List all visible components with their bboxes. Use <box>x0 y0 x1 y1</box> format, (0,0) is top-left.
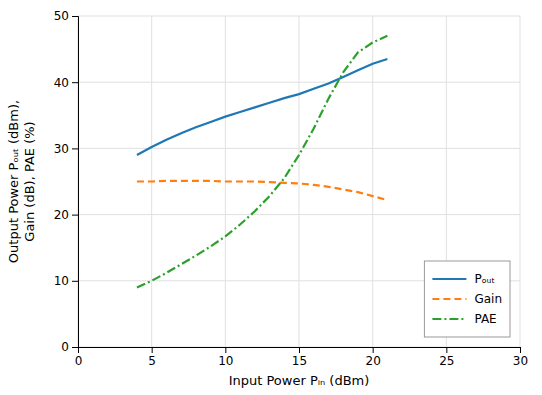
x-tick-mark <box>446 347 447 353</box>
x-tick: 15 <box>292 347 307 368</box>
y-tick-mark <box>72 281 78 282</box>
series-line <box>137 59 387 155</box>
y-tick-label: 10 <box>54 274 69 288</box>
y-tick-label: 40 <box>54 76 69 90</box>
y-tick-label: 0 <box>61 340 69 354</box>
y-axis: 0 10 20 30 40 50 <box>54 9 79 354</box>
x-tick-label: 5 <box>148 354 156 368</box>
y-axis-line <box>72 17 79 348</box>
x-tick-mark <box>373 347 374 353</box>
x-tick-mark <box>299 347 300 353</box>
y-tick: 50 <box>54 9 78 23</box>
legend-swatch <box>432 278 466 280</box>
x-tick: 10 <box>218 347 233 368</box>
y-tick-mark <box>72 215 78 216</box>
x-tick-mark <box>152 347 153 353</box>
y-axis-title-line: Output Power Pₒᵤₜ (dBm), <box>6 100 21 263</box>
x-axis-title: Input Power Pᵢₙ (dBm) <box>229 373 370 388</box>
x-tick: 0 <box>75 347 83 368</box>
x-tick-mark <box>520 347 521 353</box>
y-tick-label: 30 <box>54 142 69 156</box>
legend-swatch <box>432 298 466 300</box>
x-tick-label: 30 <box>513 354 528 368</box>
x-tick-label: 15 <box>292 354 307 368</box>
legend-label: Gain <box>474 292 502 306</box>
x-tick: 30 <box>513 347 528 368</box>
grid-line-y <box>78 148 520 149</box>
grid-line-y <box>78 16 520 17</box>
y-tick-mark <box>72 148 78 149</box>
legend-box <box>424 261 510 337</box>
x-tick: 20 <box>366 347 381 368</box>
y-tick: 30 <box>54 142 78 156</box>
y-tick-label: 50 <box>54 9 69 23</box>
legend-label: PAE <box>474 312 496 326</box>
y-tick: 10 <box>54 274 78 288</box>
y-tick: 0 <box>61 340 78 354</box>
chart: 0 5 10 15 20 25 30 0 10 20 30 40 50 Pₒᵤₜ Gain PAE Input … <box>0 0 542 395</box>
series-line <box>137 181 387 200</box>
x-tick-mark <box>225 347 226 353</box>
x-axis: 0 5 10 15 20 25 30 <box>75 347 528 368</box>
y-tick: 20 <box>54 208 78 222</box>
x-tick: 25 <box>439 347 454 368</box>
legend-label: Pₒᵤₜ <box>474 272 495 286</box>
grid-line-x <box>372 16 373 347</box>
grid-line-y <box>78 214 520 215</box>
y-axis-title: Output Power Pₒᵤₜ (dBm),Gain (dB), PAE (… <box>6 100 37 263</box>
x-tick-label: 0 <box>75 354 83 368</box>
grid-line-x <box>520 16 521 347</box>
y-tick-mark <box>72 16 78 17</box>
grid <box>78 16 520 347</box>
legend: Pₒᵤₜ Gain PAE <box>424 261 510 337</box>
x-tick: 5 <box>148 347 156 368</box>
x-tick-label: 10 <box>218 354 233 368</box>
x-tick-label: 20 <box>366 354 381 368</box>
x-tick-label: 25 <box>439 354 454 368</box>
y-tick-label: 20 <box>54 208 69 222</box>
lines <box>137 36 387 288</box>
y-tick-mark <box>72 82 78 83</box>
legend-swatch <box>432 318 466 320</box>
grid-line-x <box>299 16 300 347</box>
y-tick: 40 <box>54 76 78 90</box>
x-axis-line <box>79 348 521 354</box>
y-axis-title-line: Gain (dB), PAE (%) <box>22 121 37 241</box>
series-line <box>137 36 387 288</box>
plot-area: 0 5 10 15 20 25 30 0 10 20 30 40 50 Pₒᵤₜ Gain PAE <box>54 9 528 367</box>
grid-line-y <box>78 82 520 83</box>
y-tick-mark <box>72 347 78 348</box>
